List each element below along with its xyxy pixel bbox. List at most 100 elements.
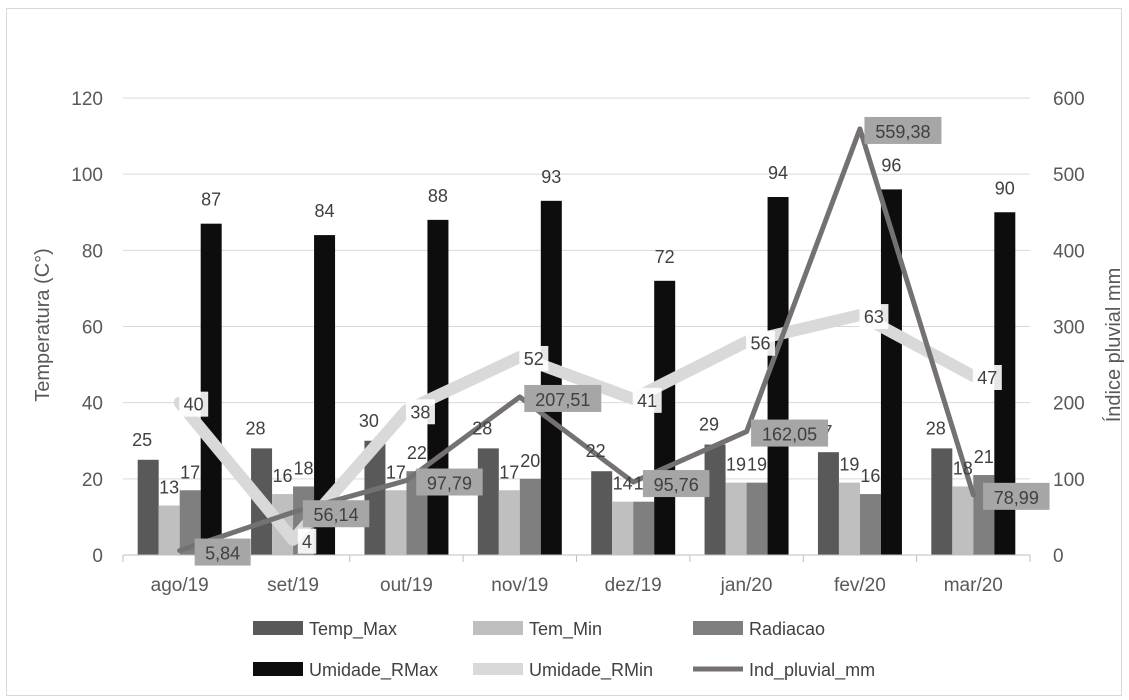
- data-label: 28: [472, 418, 492, 438]
- y-axis-title: Temperatura (C°): [32, 248, 54, 402]
- data-label: 41: [637, 391, 657, 411]
- bar-tem-min: [952, 486, 974, 555]
- bar-umidade-rmax: [654, 280, 676, 555]
- legend-label: Radiacao: [749, 619, 825, 639]
- data-label-box: [179, 391, 209, 417]
- data-label: 95,76: [654, 475, 699, 495]
- bar-radiacao: [519, 478, 541, 555]
- data-label: 63: [864, 307, 884, 327]
- data-label: 18: [294, 458, 314, 478]
- data-label: 25: [132, 430, 152, 450]
- y2-tick-label: 400: [1053, 241, 1085, 262]
- data-label-box: [524, 384, 602, 412]
- bar-temp-max: [704, 444, 726, 555]
- y2-axis-title: Índice pluvial mm: [1102, 268, 1125, 423]
- y2-tick-label: 600: [1053, 89, 1085, 110]
- bar-tem-min: [612, 501, 634, 555]
- data-label: 207,51: [535, 390, 590, 410]
- bar-tem-min: [498, 490, 520, 555]
- data-label: 72: [655, 247, 675, 267]
- bar-umidade-rmax: [314, 235, 336, 555]
- y-tick-label: 0: [92, 546, 103, 567]
- x-tick-label: jan/20: [720, 575, 773, 596]
- bar-temp-max: [591, 471, 613, 555]
- data-label: 16: [273, 466, 293, 486]
- bar-umidade-rmax: [880, 189, 902, 555]
- bar-umidade-rmax: [540, 200, 562, 555]
- bar-radiacao: [746, 482, 768, 555]
- data-label: 87: [201, 190, 221, 210]
- data-label-box: [302, 500, 370, 528]
- y2-tick-label: 500: [1053, 165, 1085, 186]
- data-label-box: [751, 419, 829, 447]
- data-label: 14: [613, 474, 633, 494]
- bar-temp-max: [817, 452, 839, 555]
- bar-radiacao: [633, 501, 655, 555]
- legend-label: Temp_Max: [309, 619, 397, 640]
- bar-temp-max: [931, 448, 953, 555]
- x-tick-label: mar/20: [944, 575, 1003, 596]
- x-tick-label: ago/19: [151, 575, 209, 596]
- data-label-box: [297, 528, 317, 554]
- y2-tick-label: 300: [1053, 318, 1085, 339]
- data-label: 94: [768, 163, 788, 183]
- data-label: 18: [953, 458, 973, 478]
- data-label: 19: [839, 455, 859, 475]
- bar-temp-max: [477, 448, 499, 555]
- data-label-box: [519, 345, 549, 371]
- data-label: 21: [974, 447, 994, 467]
- data-label: 19: [726, 455, 746, 475]
- data-label: 90: [995, 178, 1015, 198]
- bar-temp-max: [364, 440, 386, 555]
- data-label: 52: [524, 349, 544, 369]
- data-label: 96: [881, 155, 901, 175]
- data-label: 47: [977, 368, 997, 388]
- data-label: 559,38: [875, 122, 930, 142]
- x-tick-label: dez/19: [605, 575, 662, 596]
- bar-umidade-rmax: [994, 212, 1016, 555]
- legend-label: Umidade_RMax: [309, 660, 438, 681]
- data-label: 16: [860, 466, 880, 486]
- data-label-box: [632, 387, 662, 413]
- data-label-box: [859, 304, 889, 330]
- bar-umidade-rmax: [200, 223, 222, 556]
- y-tick-label: 60: [82, 318, 103, 339]
- x-tick-label: nov/19: [491, 575, 548, 596]
- data-label: 40: [184, 395, 204, 415]
- data-label: 13: [159, 477, 179, 497]
- x-tick-label: out/19: [380, 575, 433, 596]
- data-label: 19: [747, 455, 767, 475]
- data-label: 17: [180, 462, 200, 482]
- legend-label: Umidade_RMin: [529, 660, 653, 681]
- data-label-box: [746, 330, 776, 356]
- data-label: 22: [407, 443, 427, 463]
- data-label-box: [642, 470, 710, 498]
- bar-tem-min: [385, 490, 407, 555]
- y-tick-label: 20: [82, 470, 103, 491]
- bar-umidade-rmax: [767, 197, 789, 555]
- y-tick-label: 80: [82, 241, 103, 262]
- legend-swatch: [473, 621, 523, 635]
- data-labels: 2528302822292728131617171419191817182220…: [132, 116, 1050, 566]
- y-tick-label: 100: [71, 165, 103, 186]
- bar-tem-min: [158, 505, 180, 555]
- data-label: 29: [699, 415, 719, 435]
- data-label-box: [194, 538, 251, 566]
- legend-swatch: [693, 621, 743, 635]
- y-tick-label: 40: [82, 394, 103, 415]
- bar-radiacao: [859, 494, 881, 555]
- x-tick-label: fev/20: [834, 575, 886, 596]
- data-label: 84: [315, 201, 335, 221]
- y-tick-label: 120: [71, 89, 103, 110]
- data-label-box: [983, 482, 1050, 510]
- legend: Temp_Max Tem_Min Radiacao Umidade_RMax Umida…: [253, 619, 875, 681]
- data-label: 56,14: [314, 505, 359, 525]
- legend-label: Tem_Min: [529, 619, 602, 640]
- legend-swatch: [253, 621, 303, 635]
- data-label: 4: [302, 532, 312, 552]
- data-label: 28: [246, 418, 266, 438]
- data-label: 56: [751, 334, 771, 354]
- data-label: 38: [410, 402, 430, 422]
- axes: 0 20 40 60 80 100 120 0 100 200 300 400 500 600 ago/19…: [71, 89, 1084, 596]
